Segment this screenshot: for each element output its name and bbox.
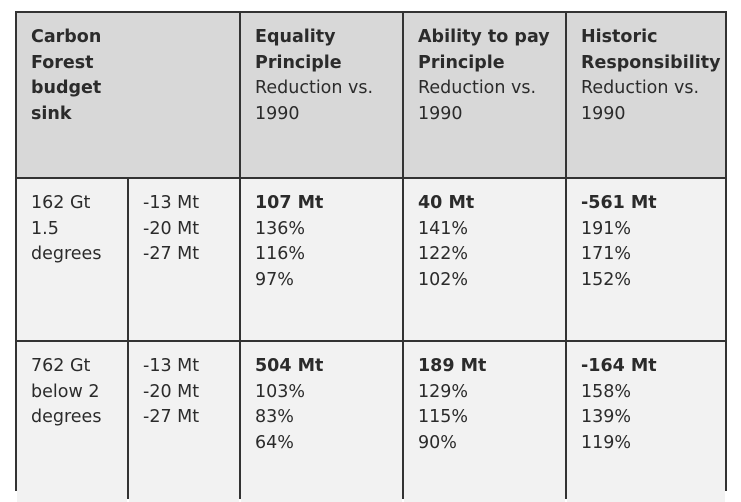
cell-text: 83% bbox=[255, 407, 294, 427]
cell-text: degrees bbox=[31, 244, 102, 264]
column-divider bbox=[402, 13, 404, 499]
header-subtitle: Reduction vs. bbox=[255, 78, 374, 98]
cell-text: 97% bbox=[255, 269, 294, 290]
row-2-forest-sink: -13 Mt -20 Mt -27 Mt bbox=[129, 342, 239, 502]
cell-text: 158% bbox=[581, 381, 632, 402]
row-1-carbon-budget: 162 Gt 1.5 degrees bbox=[17, 179, 127, 340]
cell-text: -20 Mt bbox=[143, 218, 200, 239]
header-subtitle: 1990 bbox=[418, 103, 463, 124]
cell-text: 115% bbox=[418, 407, 469, 427]
cell-text: below 2 bbox=[31, 381, 100, 402]
cell-text: 122% bbox=[418, 244, 469, 264]
cell-text: -20 Mt bbox=[143, 381, 200, 402]
row-1-forest-sink: -13 Mt -20 Mt -27 Mt bbox=[129, 179, 239, 340]
row-1-historic: -561 Mt 191% 171% 152% bbox=[567, 179, 725, 340]
row-divider bbox=[17, 340, 725, 342]
cell-total: 40 Mt bbox=[418, 193, 475, 213]
row-divider bbox=[17, 177, 725, 179]
header-subtitle: 1990 bbox=[581, 103, 626, 124]
header-carbon-budget-forest-sink: Carbon Forest budget sink bbox=[17, 13, 239, 177]
cell-text: -13 Mt bbox=[143, 193, 200, 213]
header-title: Historic bbox=[581, 27, 658, 47]
header-text: sink bbox=[31, 103, 72, 124]
cell-text: 152% bbox=[581, 269, 632, 290]
cell-text: -13 Mt bbox=[143, 356, 200, 376]
cell-text: 129% bbox=[418, 381, 469, 402]
header-text: Forest bbox=[31, 52, 94, 73]
cell-text: 191% bbox=[581, 218, 632, 239]
cell-text: 103% bbox=[255, 381, 306, 402]
row-2-historic: -164 Mt 158% 139% 119% bbox=[567, 342, 725, 502]
cell-total: -164 Mt bbox=[581, 356, 657, 376]
header-title: Responsibility bbox=[581, 52, 721, 73]
cell-text: 762 Gt bbox=[31, 356, 91, 376]
row-1-ability: 40 Mt 141% 122% 102% bbox=[404, 179, 565, 340]
cell-text: 116% bbox=[255, 244, 306, 264]
header-equality-principle: Equality Principle Reduction vs. 1990 bbox=[241, 13, 402, 177]
row-2-equality: 504 Mt 103% 83% 64% bbox=[241, 342, 402, 502]
column-divider bbox=[127, 179, 129, 499]
row-2-carbon-budget: 762 Gt below 2 degrees bbox=[17, 342, 127, 502]
cell-text: 162 Gt bbox=[31, 193, 91, 213]
cell-text: 119% bbox=[581, 432, 632, 453]
header-title: Equality bbox=[255, 27, 336, 47]
header-historic-responsibility: Historic Responsibility Reduction vs. 19… bbox=[567, 13, 725, 177]
cell-text: 1.5 bbox=[31, 218, 59, 239]
header-title: Principle bbox=[255, 52, 342, 73]
cell-total: 107 Mt bbox=[255, 193, 324, 213]
cell-text: degrees bbox=[31, 407, 102, 427]
emissions-table: Carbon Forest budget sink Equality Princ… bbox=[15, 11, 727, 502]
header-subtitle: Reduction vs. bbox=[418, 78, 537, 98]
cell-text: -27 Mt bbox=[143, 244, 200, 264]
header-subtitle: Reduction vs. bbox=[581, 78, 700, 98]
row-1-equality: 107 Mt 136% 116% 97% bbox=[241, 179, 402, 340]
cell-text: 136% bbox=[255, 218, 306, 239]
cell-text: 90% bbox=[418, 432, 457, 453]
cell-text: -27 Mt bbox=[143, 407, 200, 427]
cell-text: 171% bbox=[581, 244, 632, 264]
header-subtitle: 1990 bbox=[255, 103, 300, 124]
row-2-ability: 189 Mt 129% 115% 90% bbox=[404, 342, 565, 502]
cell-total: -561 Mt bbox=[581, 193, 657, 213]
header-text: Carbon bbox=[31, 27, 102, 47]
cell-text: 141% bbox=[418, 218, 469, 239]
header-ability-to-pay: Ability to pay Principle Reduction vs. 1… bbox=[404, 13, 565, 177]
header-text: budget bbox=[31, 78, 102, 98]
header-title: Ability to pay bbox=[418, 27, 550, 47]
column-divider bbox=[565, 13, 567, 499]
column-divider bbox=[239, 13, 241, 499]
cell-text: 139% bbox=[581, 407, 632, 427]
cell-total: 189 Mt bbox=[418, 356, 487, 376]
header-title: Principle bbox=[418, 52, 505, 73]
cell-text: 102% bbox=[418, 269, 469, 290]
cell-text: 64% bbox=[255, 432, 294, 453]
cell-total: 504 Mt bbox=[255, 356, 324, 376]
